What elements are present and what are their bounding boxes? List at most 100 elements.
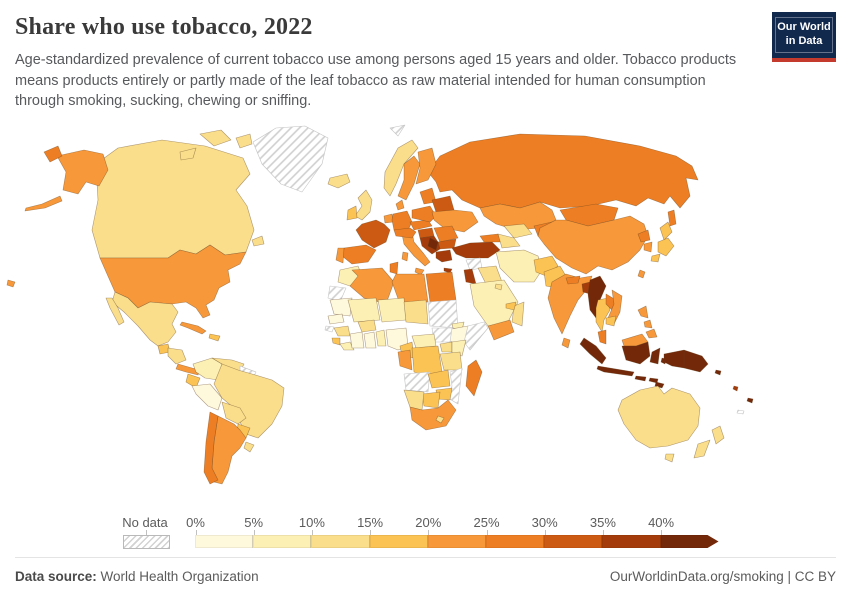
- country-jordan-israel[interactable]: [463, 268, 477, 285]
- country-malaysia-peninsula[interactable]: [597, 329, 607, 345]
- country-uzbekistan[interactable]: [503, 223, 533, 239]
- country-burkina-faso[interactable]: [357, 319, 377, 333]
- country-cuba[interactable]: [179, 321, 207, 335]
- country-guinea-bissau[interactable]: [324, 325, 335, 333]
- country-south-korea[interactable]: [643, 241, 653, 253]
- country-hispaniola[interactable]: [208, 333, 221, 342]
- country-philippines-luzon[interactable]: [637, 305, 649, 319]
- country-philippines-mindanao[interactable]: [645, 328, 658, 339]
- legend-segment[interactable]: [661, 535, 719, 548]
- country-uk[interactable]: [354, 189, 373, 221]
- country-romania[interactable]: [433, 225, 459, 243]
- country-finland[interactable]: [415, 147, 437, 185]
- country-turkey[interactable]: [451, 241, 501, 259]
- country-peru[interactable]: [191, 383, 223, 411]
- legend-segment[interactable]: [544, 535, 603, 548]
- country-france[interactable]: [355, 219, 391, 249]
- country-bolivia[interactable]: [221, 401, 247, 425]
- country-liberia[interactable]: [339, 341, 355, 351]
- country-ivory-coast[interactable]: [349, 331, 365, 349]
- legend-segment[interactable]: [311, 535, 370, 548]
- country-madagascar[interactable]: [465, 359, 483, 397]
- country-north-korea[interactable]: [637, 229, 651, 243]
- country-zambia[interactable]: [427, 369, 451, 389]
- country-new-zealand-north[interactable]: [711, 425, 725, 445]
- legend-segment[interactable]: [602, 535, 661, 548]
- country-usa-alaska[interactable]: [56, 149, 109, 195]
- country-cambodia[interactable]: [605, 315, 617, 327]
- country-new-caledonia[interactable]: [736, 409, 745, 415]
- country-new-zealand-south[interactable]: [693, 439, 711, 459]
- country-greece[interactable]: [435, 249, 453, 263]
- country-taiwan[interactable]: [637, 269, 646, 279]
- legend-segment[interactable]: [195, 535, 254, 548]
- country-senegal[interactable]: [327, 313, 345, 325]
- country-nepal[interactable]: [565, 275, 581, 285]
- country-new-guinea[interactable]: [663, 349, 709, 373]
- country-canada-arctic[interactable]: [235, 133, 253, 149]
- country-uganda[interactable]: [439, 341, 453, 353]
- country-canada-newfoundland[interactable]: [251, 235, 265, 247]
- country-canada[interactable]: [91, 139, 255, 259]
- country-switzerland-austria[interactable]: [393, 227, 417, 239]
- country-czech-slovakia[interactable]: [409, 219, 433, 231]
- country-mali[interactable]: [347, 297, 381, 323]
- country-indonesia-sulawesi[interactable]: [649, 347, 661, 365]
- country-lesotho[interactable]: [435, 415, 445, 424]
- legend-no-data-swatch[interactable]: [123, 535, 170, 549]
- country-somalia[interactable]: [463, 321, 489, 351]
- legend-segment[interactable]: [485, 535, 545, 548]
- country-ukraine[interactable]: [431, 209, 479, 233]
- country-honduras-nicaragua[interactable]: [167, 347, 187, 365]
- country-togo-benin[interactable]: [375, 329, 387, 347]
- country-spain[interactable]: [341, 244, 377, 265]
- country-usa-aleutians[interactable]: [24, 195, 63, 212]
- country-tunisia[interactable]: [389, 261, 399, 275]
- country-denmark[interactable]: [395, 199, 405, 211]
- legend-segment[interactable]: [253, 535, 312, 548]
- country-canada-arctic[interactable]: [179, 147, 197, 161]
- country-namibia[interactable]: [403, 389, 425, 411]
- country-yemen[interactable]: [487, 319, 515, 341]
- country-botswana[interactable]: [421, 391, 441, 409]
- country-vanuatu[interactable]: [732, 385, 739, 392]
- country-sri-lanka[interactable]: [561, 337, 571, 349]
- country-solomon-islands[interactable]: [714, 369, 722, 376]
- owid-logo[interactable]: Our World in Data: [772, 12, 836, 62]
- country-kenya[interactable]: [451, 339, 467, 357]
- country-indonesia-lesser-sunda[interactable]: [634, 375, 647, 382]
- country-usa-hawaii[interactable]: [6, 279, 16, 288]
- country-russia-chukotka[interactable]: [43, 145, 63, 163]
- country-oman[interactable]: [511, 301, 525, 327]
- legend-segment[interactable]: [369, 535, 428, 548]
- country-kuwait[interactable]: [494, 283, 503, 291]
- country-greenland[interactable]: [252, 125, 329, 193]
- country-mexico-baja[interactable]: [105, 297, 125, 326]
- country-iran[interactable]: [495, 249, 543, 283]
- country-gabon-congo[interactable]: [397, 349, 413, 371]
- country-sierra-leone[interactable]: [331, 337, 341, 346]
- country-indonesia-java[interactable]: [596, 365, 635, 377]
- country-chile[interactable]: [203, 411, 219, 485]
- country-turkmenistan[interactable]: [497, 233, 521, 249]
- country-benelux[interactable]: [383, 213, 394, 224]
- country-iceland[interactable]: [327, 173, 351, 189]
- country-japan[interactable]: [659, 221, 673, 241]
- country-poland[interactable]: [411, 205, 437, 223]
- country-uruguay[interactable]: [243, 441, 255, 453]
- country-brazil[interactable]: [213, 363, 285, 439]
- country-indonesia-kalimantan[interactable]: [621, 341, 651, 365]
- country-mexico[interactable]: [111, 291, 179, 347]
- country-portugal[interactable]: [335, 247, 345, 264]
- country-egypt[interactable]: [425, 271, 457, 303]
- country-sweden[interactable]: [397, 155, 421, 201]
- country-australia-tasmania[interactable]: [664, 453, 675, 463]
- country-australia[interactable]: [617, 385, 701, 449]
- country-guinea[interactable]: [333, 325, 351, 337]
- country-japan-kyushu[interactable]: [650, 253, 661, 263]
- country-tanzania[interactable]: [439, 351, 463, 371]
- country-niger[interactable]: [377, 297, 407, 323]
- country-central-african-republic[interactable]: [411, 333, 437, 349]
- country-philippines-visayas[interactable]: [643, 319, 653, 329]
- country-mauritania[interactable]: [329, 297, 353, 317]
